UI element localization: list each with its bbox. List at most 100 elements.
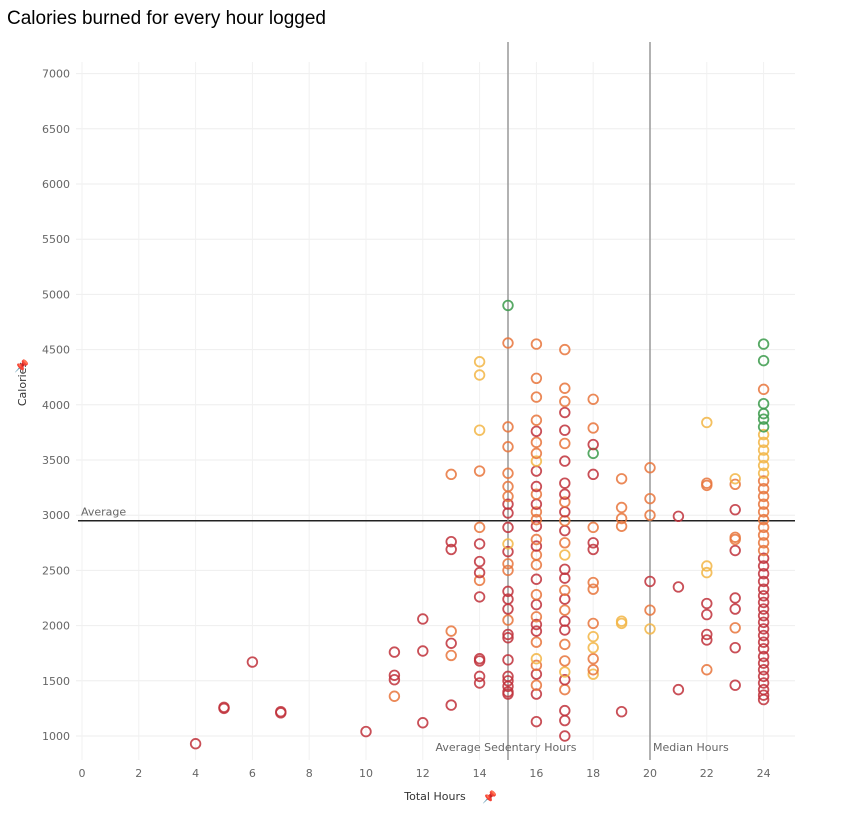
data-point[interactable]	[757, 616, 770, 628]
data-point[interactable]	[473, 670, 486, 683]
data-point[interactable]	[530, 625, 543, 637]
data-point[interactable]	[644, 623, 656, 635]
data-point[interactable]	[757, 575, 770, 588]
data-point[interactable]	[473, 356, 486, 368]
data-point[interactable]	[502, 564, 514, 577]
data-point[interactable]	[757, 560, 770, 572]
data-point[interactable]	[757, 677, 770, 689]
data-point[interactable]	[559, 655, 571, 667]
data-point[interactable]	[559, 537, 571, 549]
data-point[interactable]	[445, 535, 457, 548]
data-point[interactable]	[615, 615, 628, 627]
data-point[interactable]	[757, 657, 770, 669]
data-point[interactable]	[587, 583, 599, 595]
data-point[interactable]	[701, 416, 713, 429]
data-point[interactable]	[757, 428, 770, 441]
data-point[interactable]	[559, 549, 571, 561]
data-point[interactable]	[502, 686, 514, 698]
data-point[interactable]	[757, 529, 770, 541]
data-point[interactable]	[473, 574, 486, 587]
data-point[interactable]	[559, 714, 571, 727]
data-point[interactable]	[757, 498, 770, 510]
data-point[interactable]	[530, 480, 543, 493]
data-point[interactable]	[757, 459, 770, 472]
data-point[interactable]	[445, 637, 457, 649]
data-point[interactable]	[757, 506, 770, 518]
data-point[interactable]	[473, 465, 486, 477]
data-point[interactable]	[502, 441, 514, 453]
data-point[interactable]	[757, 689, 770, 701]
data-point[interactable]	[388, 690, 401, 702]
data-point[interactable]	[672, 683, 685, 696]
data-point[interactable]	[559, 343, 571, 356]
data-point[interactable]	[530, 659, 543, 672]
data-point[interactable]	[530, 611, 543, 623]
data-point[interactable]	[445, 649, 457, 662]
data-point[interactable]	[473, 677, 486, 689]
data-point[interactable]	[701, 628, 713, 641]
data-point[interactable]	[587, 630, 599, 643]
data-point[interactable]	[644, 604, 656, 616]
data-point[interactable]	[757, 354, 770, 367]
data-point[interactable]	[530, 513, 543, 526]
data-point[interactable]	[559, 488, 571, 500]
data-point[interactable]	[502, 558, 514, 570]
data-point[interactable]	[530, 436, 543, 449]
data-point[interactable]	[757, 603, 770, 615]
data-point[interactable]	[189, 738, 202, 750]
data-point[interactable]	[729, 473, 741, 485]
data-point[interactable]	[445, 543, 457, 556]
data-point[interactable]	[473, 424, 486, 436]
data-point[interactable]	[530, 540, 543, 552]
data-point[interactable]	[757, 397, 770, 410]
data-point[interactable]	[644, 462, 656, 474]
data-point[interactable]	[729, 622, 741, 634]
data-point[interactable]	[729, 531, 741, 543]
data-point[interactable]	[615, 706, 628, 718]
data-point[interactable]	[502, 521, 514, 534]
data-point[interactable]	[559, 673, 571, 686]
data-point[interactable]	[502, 545, 514, 558]
data-point[interactable]	[757, 590, 770, 602]
data-point[interactable]	[530, 414, 543, 426]
data-point[interactable]	[757, 664, 770, 676]
data-point[interactable]	[757, 583, 770, 595]
data-point[interactable]	[530, 447, 543, 460]
data-point[interactable]	[644, 492, 656, 505]
data-point[interactable]	[530, 391, 543, 403]
data-point[interactable]	[473, 521, 486, 534]
data-point[interactable]	[502, 593, 514, 605]
data-point[interactable]	[757, 568, 770, 580]
data-point[interactable]	[757, 444, 770, 456]
data-point[interactable]	[757, 338, 770, 350]
data-point[interactable]	[530, 455, 543, 467]
data-point[interactable]	[672, 510, 685, 523]
data-point[interactable]	[502, 337, 514, 349]
data-point[interactable]	[473, 369, 486, 381]
data-point[interactable]	[644, 509, 656, 521]
data-point[interactable]	[559, 638, 571, 651]
data-point[interactable]	[757, 636, 770, 648]
data-point[interactable]	[502, 467, 514, 479]
data-point[interactable]	[757, 413, 770, 425]
data-point[interactable]	[502, 299, 514, 312]
data-point[interactable]	[729, 478, 741, 490]
data-point[interactable]	[502, 614, 514, 626]
data-point[interactable]	[757, 436, 770, 449]
data-point[interactable]	[757, 475, 770, 487]
data-point[interactable]	[473, 555, 486, 568]
data-point[interactable]	[559, 455, 571, 467]
data-point[interactable]	[473, 566, 486, 579]
data-point[interactable]	[275, 706, 287, 718]
data-point[interactable]	[502, 632, 514, 644]
data-point[interactable]	[587, 521, 599, 534]
data-point[interactable]	[530, 618, 543, 631]
data-point[interactable]	[701, 634, 713, 646]
data-point[interactable]	[530, 338, 543, 350]
data-point[interactable]	[473, 538, 486, 550]
data-point[interactable]	[757, 537, 770, 549]
data-point[interactable]	[388, 673, 401, 686]
data-point[interactable]	[445, 699, 457, 711]
data-point[interactable]	[615, 473, 628, 485]
data-point[interactable]	[445, 625, 457, 637]
